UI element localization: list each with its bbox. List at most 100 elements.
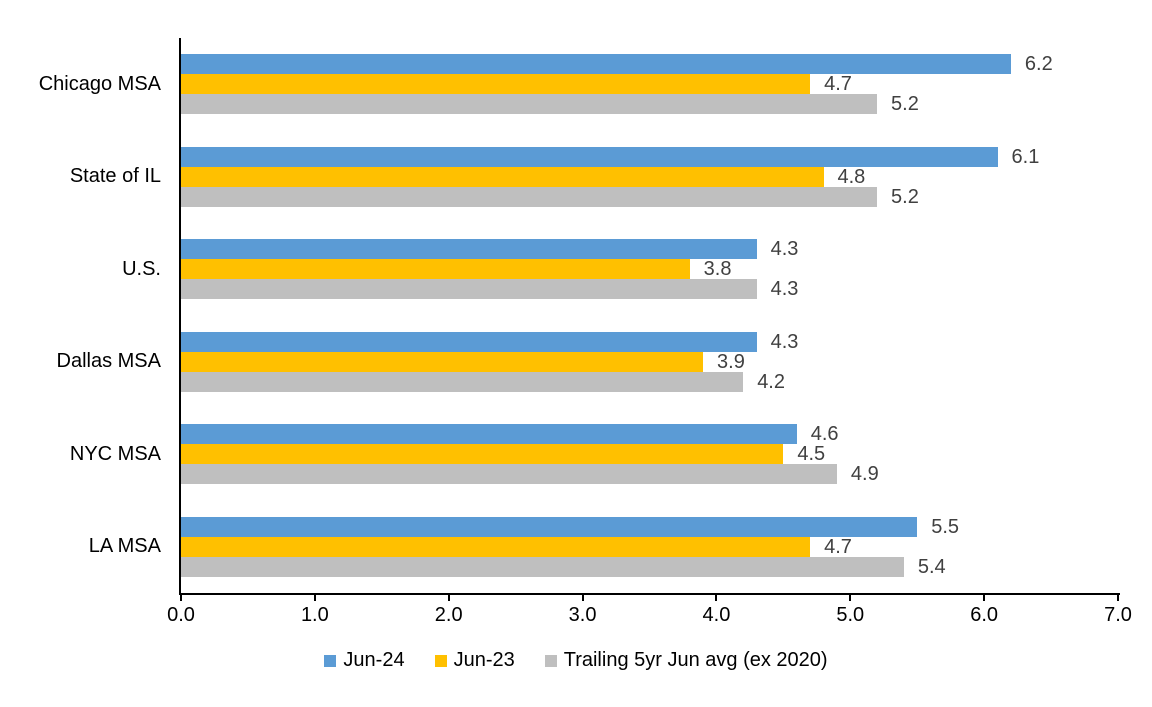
value-label: 4.8 (837, 165, 866, 188)
value-label: 5.2 (891, 93, 919, 116)
tick-label-1.0: 1.0 (300, 604, 329, 626)
value-label: 4.2 (757, 370, 785, 393)
value-label: 5.2 (891, 185, 919, 208)
bar-row-jun-24: 4.3 (181, 238, 1118, 261)
category-bars: 4.3 3.9 4.2 (181, 316, 1118, 409)
tick-label-3.0: 3.0 (568, 604, 597, 626)
bar-row-jun-24: 6.2 (181, 53, 1118, 76)
bar-jun-24-la-msa (181, 516, 918, 537)
tick-mark (715, 595, 718, 601)
y-axis-line (179, 38, 181, 595)
bar-jun-23-state-of-il (181, 166, 824, 187)
value-label: 4.5 (797, 443, 826, 466)
tick-label-5.0: 5.0 (836, 604, 865, 626)
legend-label: Jun-24 (343, 649, 405, 671)
tick-mark (1117, 595, 1119, 601)
bar-row-trailing-5yr-jun-avg-ex-2020: 5.2 (181, 185, 1118, 208)
tick-label-2.0: 2.0 (434, 604, 463, 626)
bar-row-jun-23: 4.8 (181, 165, 1118, 188)
category-label-nyc-msa: NYC MSA (69, 442, 161, 465)
bar-row-trailing-5yr-jun-avg-ex-2020: 4.9 (181, 463, 1118, 486)
category-label-state-of-il: State of IL (69, 165, 161, 188)
bar-row-trailing-5yr-jun-avg-ex-2020: 5.4 (181, 556, 1118, 577)
value-label: 6.2 (1024, 53, 1053, 76)
value-label: 4.3 (770, 278, 799, 301)
category-label-u-s: U.S. (122, 257, 161, 280)
value-label: 4.7 (824, 73, 852, 96)
bar-jun-24-dallas-msa (181, 331, 757, 352)
legend-item-trailing-5yr-jun-avg-ex-2020: Trailing 5yr Jun avg (ex 2020) (544, 649, 828, 672)
bar-row-jun-24: 4.6 (181, 423, 1118, 446)
legend-swatch-trailing-5yr-jun-avg-ex-2020 (544, 654, 557, 667)
x-axis-line (179, 593, 1120, 595)
category-bars: 6.1 4.8 5.2 (181, 131, 1118, 224)
tick-mark (180, 595, 182, 601)
legend-label: Trailing 5yr Jun avg (ex 2020) (563, 649, 828, 671)
legend-label: Jun-23 (453, 649, 515, 671)
bar-row-jun-23: 3.9 (181, 350, 1118, 373)
bar-row-jun-23: 4.7 (181, 535, 1118, 558)
bar-jun-24-chicago-msa (181, 54, 1011, 75)
value-label: 3.8 (703, 258, 732, 281)
legend-item-jun-24: Jun-24 (324, 649, 405, 672)
tick-label-7.0: 7.0 (1104, 604, 1132, 626)
bar-trailing-5yr-jun-avg-ex-2020-la-msa (181, 556, 904, 577)
bar-jun-24-state-of-il (181, 146, 998, 167)
tick-mark (849, 595, 852, 601)
bar-row-jun-23: 3.8 (181, 258, 1118, 281)
bar-jun-23-nyc-msa (181, 444, 784, 465)
bar-jun-23-dallas-msa (181, 351, 704, 372)
category-bars: 5.5 4.7 5.4 (181, 501, 1118, 594)
legend-swatch-jun-23 (434, 654, 447, 667)
value-label: 5.5 (931, 515, 960, 538)
category-label-la-msa: LA MSA (88, 535, 161, 558)
bar-jun-23-chicago-msa (181, 74, 811, 95)
bar-row-jun-24: 5.5 (181, 515, 1118, 538)
category-bars: 4.3 3.8 4.3 (181, 223, 1118, 316)
tick-label-0.0: 0.0 (167, 604, 195, 626)
value-label: 4.6 (810, 423, 839, 446)
bar-jun-23-u-s (181, 259, 690, 280)
value-label: 4.9 (850, 463, 879, 486)
bar-row-trailing-5yr-jun-avg-ex-2020: 4.2 (181, 370, 1118, 393)
bar-row-trailing-5yr-jun-avg-ex-2020: 5.2 (181, 93, 1118, 116)
category-group: LA MSA 5.5 4.7 5.4 (0, 501, 1118, 594)
bar-row-trailing-5yr-jun-avg-ex-2020: 4.3 (181, 278, 1118, 301)
bar-row-jun-24: 6.1 (181, 145, 1118, 168)
category-group: U.S. 4.3 3.8 4.3 (0, 223, 1118, 316)
bar-row-jun-23: 4.7 (181, 73, 1118, 96)
tick-mark (983, 595, 986, 601)
tick-mark (447, 595, 450, 601)
tick-mark (581, 595, 584, 601)
tick-mark (313, 595, 316, 601)
value-label: 4.3 (770, 330, 799, 353)
value-label: 6.1 (1011, 145, 1040, 168)
category-group: NYC MSA 4.6 4.5 4.9 (0, 408, 1118, 501)
bar-row-jun-24: 4.3 (181, 330, 1118, 353)
plot-area: Chicago MSA 6.2 4.7 5.2 State of IL 6.1 4.8… (0, 38, 1118, 593)
value-label: 3.9 (717, 350, 745, 373)
value-label: 4.3 (770, 238, 799, 261)
value-label: 4.7 (824, 535, 852, 558)
bar-trailing-5yr-jun-avg-ex-2020-dallas-msa (181, 371, 744, 392)
bar-trailing-5yr-jun-avg-ex-2020-state-of-il (181, 186, 878, 207)
legend-swatch-jun-24 (324, 654, 337, 667)
bar-trailing-5yr-jun-avg-ex-2020-chicago-msa (181, 94, 878, 115)
category-bars: 6.2 4.7 5.2 (181, 38, 1118, 131)
bar-trailing-5yr-jun-avg-ex-2020-u-s (181, 279, 757, 300)
legend: Jun-24 Jun-23 Trailing 5yr Jun avg (ex 202… (0, 649, 1152, 672)
bar-jun-24-u-s (181, 239, 757, 260)
bar-jun-23-la-msa (181, 536, 811, 557)
category-label-chicago-msa: Chicago MSA (38, 72, 161, 95)
category-bars: 4.6 4.5 4.9 (181, 408, 1118, 501)
bar-row-jun-23: 4.5 (181, 443, 1118, 466)
category-group: Dallas MSA 4.3 3.9 4.2 (0, 316, 1118, 409)
bar-trailing-5yr-jun-avg-ex-2020-nyc-msa (181, 464, 837, 485)
x-axis-ticks (180, 595, 1119, 601)
legend-item-jun-23: Jun-23 (434, 649, 515, 672)
category-group: Chicago MSA 6.2 4.7 5.2 (0, 38, 1118, 131)
category-label-dallas-msa: Dallas MSA (56, 350, 161, 373)
tick-label-4.0: 4.0 (702, 604, 731, 626)
category-group: State of IL 6.1 4.8 5.2 (0, 131, 1118, 224)
